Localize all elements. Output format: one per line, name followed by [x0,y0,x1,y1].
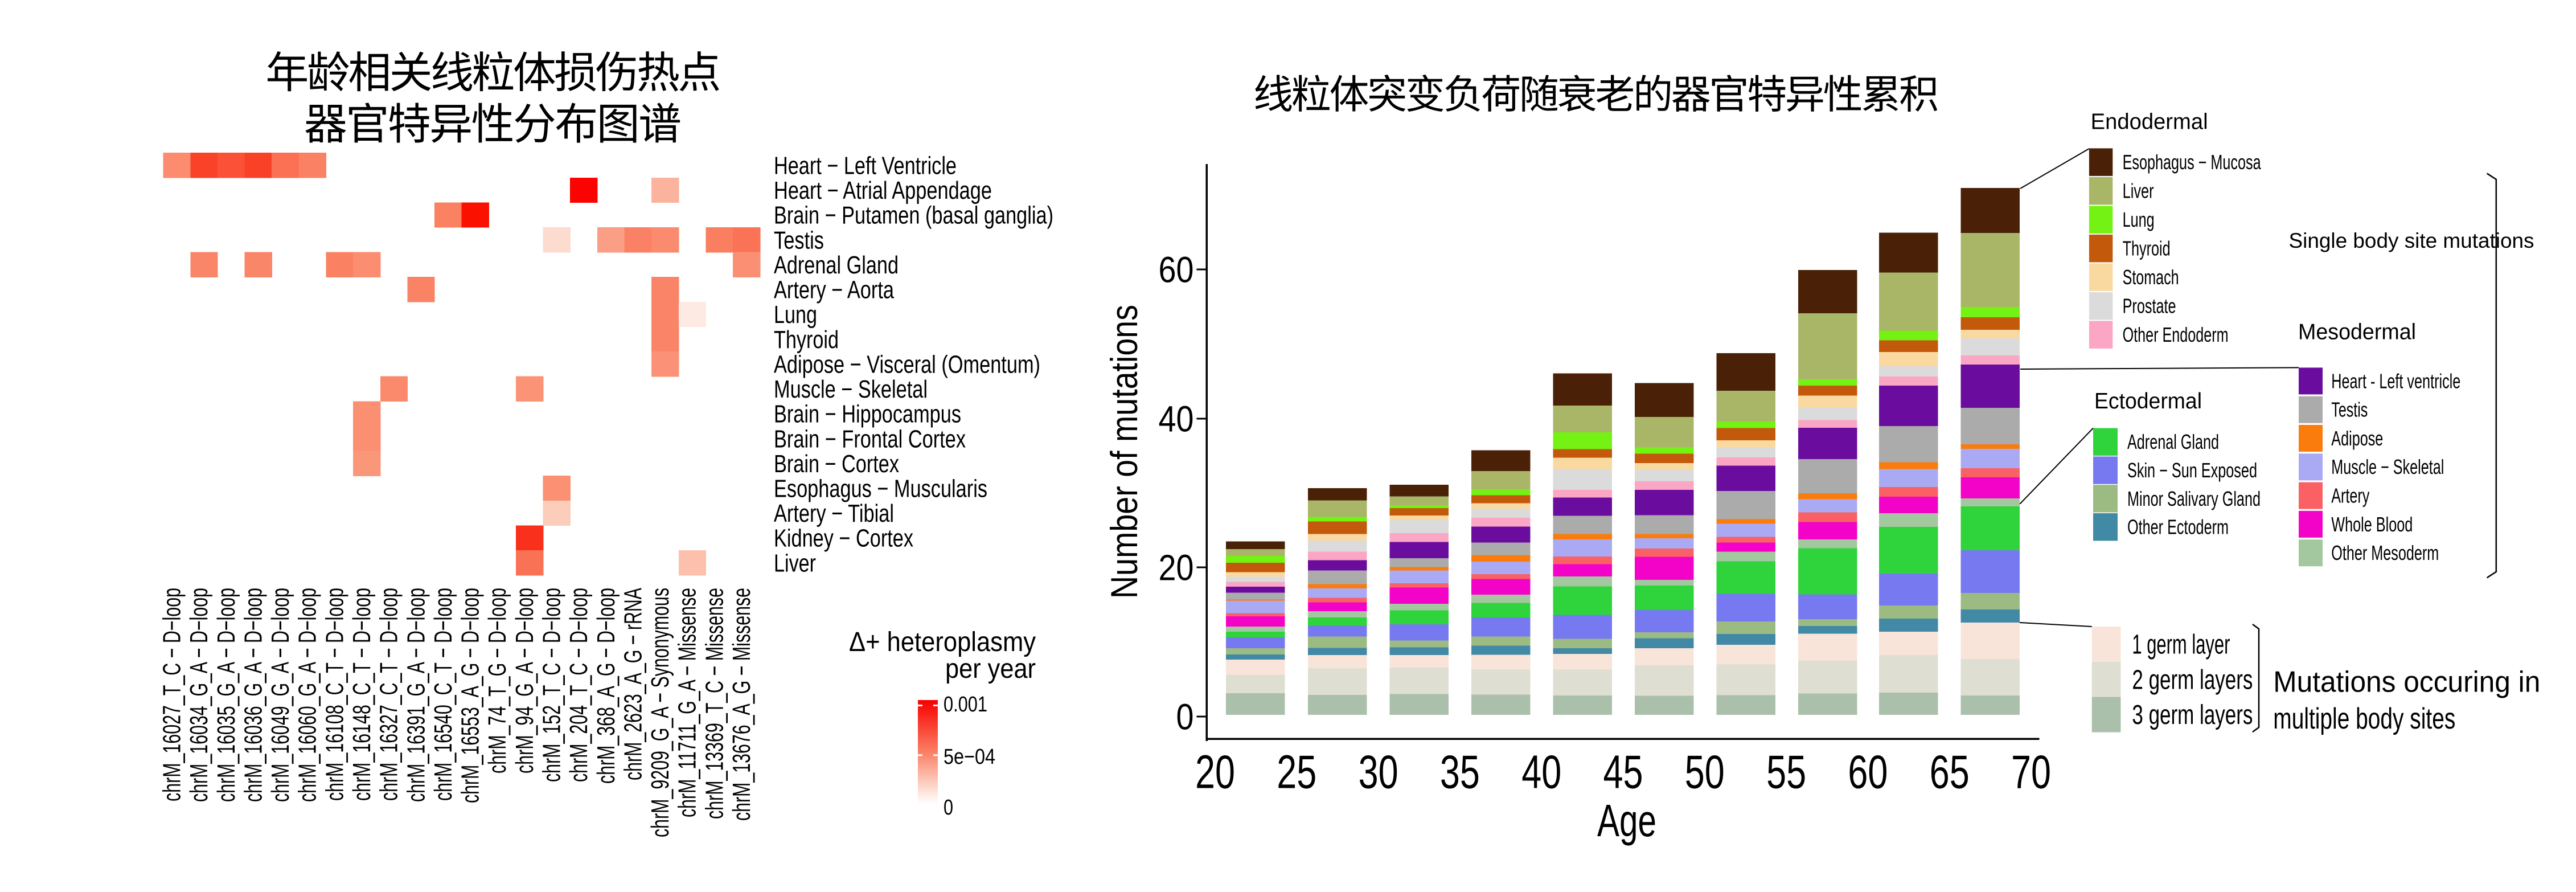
svg-text:Kidney − Cortex: Kidney − Cortex [774,525,913,553]
svg-text:Δ+ heteroplasmy: Δ+ heteroplasmy [849,627,1036,657]
svg-text:70: 70 [2011,746,2051,799]
svg-text:chrM_13676_A_G − Missense: chrM_13676_A_G − Missense [728,588,756,821]
svg-text:Heart - Left ventricle: Heart - Left ventricle [2331,369,2460,392]
svg-text:0: 0 [944,796,953,820]
svg-text:chrM_16540_C_T − D−loop: chrM_16540_C_T − D−loop [429,588,457,801]
svg-text:40: 40 [1521,746,1561,799]
svg-text:chrM_16327_C_T − D−loop: chrM_16327_C_T − D−loop [375,588,403,801]
svg-text:Other Endoderm: Other Endoderm [2123,323,2229,346]
svg-text:chrM_152_T_C − D−loop: chrM_152_T_C − D−loop [538,588,566,782]
svg-text:chrM_16553_A_G − D−loop: chrM_16553_A_G − D−loop [457,588,485,803]
svg-text:60: 60 [1159,249,1194,290]
svg-text:55: 55 [1766,746,1806,799]
svg-text:Brain − Frontal Cortex: Brain − Frontal Cortex [774,425,966,453]
svg-text:chrM_16049_G_A − D−loop: chrM_16049_G_A − D−loop [266,588,294,802]
svg-text:chrM_16148_C_T − D−loop: chrM_16148_C_T − D−loop [348,588,376,801]
svg-text:Brain − Cortex: Brain − Cortex [774,450,899,478]
svg-text:Other Ectoderm: Other Ectoderm [2127,515,2229,539]
svg-text:Single body site mutations: Single body site mutations [2289,229,2534,252]
svg-text:Whole Blood: Whole Blood [2331,513,2413,536]
svg-text:Heart − Atrial Appendage: Heart − Atrial Appendage [774,177,992,204]
svg-text:Number of mutations: Number of mutations [1103,305,1145,599]
svg-text:chrM_74_T_G − D−loop: chrM_74_T_G − D−loop [483,588,511,774]
svg-text:50: 50 [1685,746,1725,799]
svg-text:Skin − Sun Exposed: Skin − Sun Exposed [2127,459,2257,482]
svg-text:multiple body sites: multiple body sites [2273,702,2455,735]
svg-text:Heart − Left Ventricle: Heart − Left Ventricle [774,152,957,179]
svg-text:chrM_16060_G_A − D−loop: chrM_16060_G_A − D−loop [294,588,322,802]
svg-text:30: 30 [1359,746,1398,799]
svg-text:0: 0 [1176,696,1194,737]
svg-text:per year: per year [945,654,1036,684]
svg-text:Brain − Putamen (basal ganglia: Brain − Putamen (basal ganglia) [774,202,1053,230]
svg-text:chrM_9209_G_A − Synonymous: chrM_9209_G_A − Synonymous [646,588,674,837]
svg-text:Thyroid: Thyroid [2123,237,2171,260]
svg-text:Mutations occuring in: Mutations occuring in [2273,666,2540,699]
svg-text:Muscle − Skeletal: Muscle − Skeletal [2331,455,2444,478]
svg-text:Artery − Aorta: Artery − Aorta [774,276,894,304]
svg-text:chrM_94_G_A − D−loop: chrM_94_G_A − D−loop [511,588,539,774]
svg-text:Stomach: Stomach [2123,265,2179,289]
svg-text:Testis: Testis [2331,398,2368,422]
svg-text:20: 20 [1159,547,1194,588]
svg-text:chrM_16108_C_T − D−loop: chrM_16108_C_T − D−loop [321,588,348,801]
svg-text:Liver: Liver [774,549,816,577]
svg-text:Brain − Hippocampus: Brain − Hippocampus [774,400,961,428]
svg-text:35: 35 [1440,746,1480,799]
svg-text:chrM_16035_G_A − D−loop: chrM_16035_G_A − D−loop [212,588,240,802]
svg-text:Age: Age [1597,795,1656,846]
svg-text:45: 45 [1603,746,1643,799]
svg-text:Lung: Lung [2123,208,2155,231]
svg-text:Minor Salivary Gland: Minor Salivary Gland [2127,487,2261,510]
svg-text:Liver: Liver [2123,179,2154,203]
svg-text:60: 60 [1848,746,1888,799]
svg-text:Artery − Tibial: Artery − Tibial [774,500,894,527]
svg-text:25: 25 [1277,746,1316,799]
svg-text:Prostate: Prostate [2123,294,2176,318]
svg-text:Other Mesoderm: Other Mesoderm [2331,541,2439,564]
svg-text:Mesodermal: Mesodermal [2298,320,2416,345]
svg-text:Muscle − Skeletal: Muscle − Skeletal [774,375,928,403]
svg-text:3 germ layers: 3 germ layers [2132,700,2253,730]
svg-text:1 germ layer: 1 germ layer [2132,630,2230,660]
svg-text:Testis: Testis [774,226,824,254]
svg-text:Esophagus − Muscularis: Esophagus − Muscularis [774,475,987,503]
svg-text:chrM_204_T_C − D−loop: chrM_204_T_C − D−loop [565,588,593,782]
svg-text:Adipose: Adipose [2331,427,2383,450]
svg-text:Artery: Artery [2331,484,2369,508]
svg-text:chrM_368_A_G − D−loop: chrM_368_A_G − D−loop [592,588,620,784]
svg-text:Ectodermal: Ectodermal [2094,389,2202,414]
svg-text:Adipose − Visceral (Omentum): Adipose − Visceral (Omentum) [774,350,1040,378]
svg-text:2 germ layers: 2 germ layers [2132,665,2253,695]
svg-text:0.001: 0.001 [944,693,987,717]
svg-text:40: 40 [1159,398,1194,439]
svg-text:chrM_11711_G_A − Missense: chrM_11711_G_A − Missense [674,588,702,817]
svg-text:65: 65 [1930,746,1970,799]
svg-text:chrM_13369_T_C − Missense: chrM_13369_T_C − Missense [700,588,728,819]
svg-text:20: 20 [1195,746,1235,799]
svg-text:Adrenal Gland: Adrenal Gland [2127,430,2219,453]
svg-text:chrM_16391_G_A − D−loop: chrM_16391_G_A − D−loop [402,588,430,802]
svg-text:chrM_2623_A_G − rRNA: chrM_2623_A_G − rRNA [619,588,647,780]
svg-text:chrM_16036_G_A − D−loop: chrM_16036_G_A − D−loop [240,588,268,802]
svg-text:Adrenal Gland: Adrenal Gland [774,251,899,279]
svg-text:Lung: Lung [774,301,817,329]
svg-text:5e−04: 5e−04 [944,745,995,769]
svg-text:chrM_16027_T_C − D−loop: chrM_16027_T_C − D−loop [158,588,186,801]
svg-text:Endodermal: Endodermal [2091,110,2208,134]
svg-text:Esophagus − Mucosa: Esophagus − Mucosa [2123,150,2262,174]
svg-text:chrM_16034_G_A − D−loop: chrM_16034_G_A − D−loop [185,588,213,802]
svg-text:Thyroid: Thyroid [774,326,839,354]
